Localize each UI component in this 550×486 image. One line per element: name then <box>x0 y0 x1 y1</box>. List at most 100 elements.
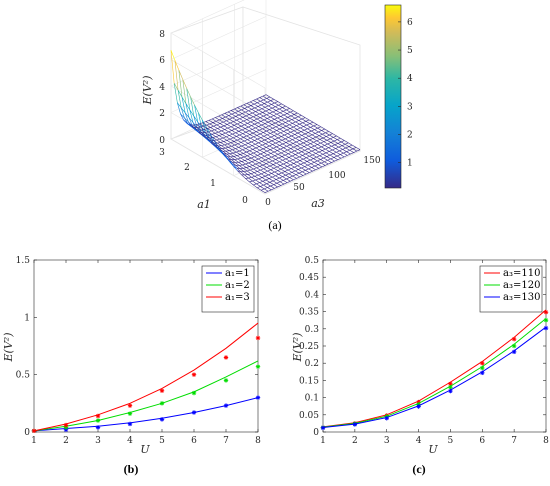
surface-mesh-line <box>257 153 261 156</box>
surface-mesh-line <box>290 130 295 133</box>
surface-mesh-line <box>259 164 264 167</box>
surface-mesh-line <box>278 125 284 128</box>
surface-mesh-line <box>272 160 277 164</box>
surface-mesh-line <box>259 129 264 133</box>
surface-mesh-line <box>321 162 326 166</box>
surface-mesh-line <box>302 170 306 173</box>
surface-mesh-line <box>222 137 228 141</box>
surface-mesh-line <box>199 123 204 127</box>
surface-mesh-line <box>255 147 261 151</box>
surface-mesh-line <box>219 118 223 121</box>
surface-mesh-line <box>247 139 252 143</box>
surface-mesh-line <box>307 164 312 168</box>
surface-mesh-line <box>247 157 252 160</box>
surface-mesh-line <box>259 113 264 117</box>
surface-mesh-line <box>284 153 289 156</box>
surface-mesh-line <box>244 106 248 109</box>
surface-mesh-line <box>272 111 277 115</box>
surface-mesh-line <box>326 134 330 137</box>
surface-mesh-line <box>322 132 326 135</box>
surface-mesh-line <box>317 159 321 162</box>
surface-mesh-line <box>222 118 227 121</box>
surface-mesh-line <box>309 121 314 124</box>
surface-mesh-line <box>277 148 281 151</box>
surface-mesh-line <box>287 164 291 167</box>
surface-mesh-line <box>247 123 252 126</box>
surface-mesh-line <box>258 141 262 144</box>
surface-mesh-line <box>232 151 237 154</box>
surface-mesh-line <box>193 127 199 131</box>
surface-mesh-line <box>318 130 322 133</box>
surface-mesh-line <box>272 144 277 148</box>
surface-mesh-line <box>253 168 258 172</box>
surface-mesh-line <box>229 149 233 151</box>
surface-mesh-line <box>300 164 305 167</box>
surface-mesh-line <box>297 129 302 132</box>
surface-mesh-line <box>292 137 296 140</box>
surface-mesh-line <box>205 121 210 125</box>
surface-mesh-line <box>284 149 288 152</box>
surface-mesh-line <box>218 114 222 117</box>
surface-mesh-line <box>312 169 316 172</box>
surface-mesh-line <box>224 127 228 130</box>
surface-mesh-line <box>215 120 221 124</box>
surface-mesh-line <box>281 151 285 154</box>
surface-mesh-line <box>298 169 303 173</box>
surface-mesh-line <box>306 157 311 161</box>
surface-mesh-line <box>240 156 245 159</box>
surface-mesh-line <box>292 159 297 163</box>
surface-mesh-line <box>342 147 346 150</box>
surface-mesh-line <box>250 121 255 125</box>
surface-mesh-line <box>235 114 240 117</box>
surface-mesh-line <box>248 125 252 128</box>
surface-mesh-line <box>266 182 270 184</box>
surface-mesh-line <box>306 124 311 128</box>
surface-mesh-line <box>245 114 250 117</box>
surface-mesh-line <box>287 148 291 151</box>
surface-mesh-line <box>294 114 299 117</box>
surface-mesh-line <box>226 140 231 143</box>
surface-mesh-line <box>182 79 187 89</box>
surface-mesh-line <box>222 136 227 139</box>
surface-mesh-line <box>274 171 279 175</box>
surface-mesh-line <box>272 175 276 178</box>
surface-mesh-line <box>285 157 290 160</box>
surface-mesh-line <box>263 150 268 153</box>
surface-mesh-line <box>237 139 242 143</box>
surface-mesh-line <box>272 180 278 184</box>
surface-mesh-line <box>257 155 262 158</box>
series-0-marker <box>511 336 517 342</box>
surface-mesh-line <box>224 113 229 116</box>
surface-mesh-line <box>267 100 271 103</box>
surface-mesh-line <box>260 169 265 173</box>
surface-mesh-line <box>241 108 245 111</box>
surface-mesh-line <box>301 149 305 152</box>
surface-mesh-line <box>234 144 239 148</box>
y-tick-0: 0 <box>24 428 30 438</box>
surface-mesh-line <box>300 127 305 131</box>
surface-mesh-line <box>266 183 271 187</box>
surface-mesh-line <box>236 167 241 172</box>
surface-mesh-line <box>280 168 286 172</box>
surface-mesh-line <box>231 113 236 117</box>
surface-mesh-line <box>241 109 246 113</box>
surface-mesh-line <box>283 129 288 132</box>
surface-mesh-line <box>344 142 349 145</box>
surface-mesh-line <box>228 113 233 116</box>
surface-mesh-line <box>270 100 275 104</box>
surface-mesh-line <box>217 145 223 149</box>
surface-mesh-line <box>248 130 254 134</box>
surface-mesh-line <box>285 140 290 143</box>
panel-c-y-axis-label: E(V²) <box>291 333 304 363</box>
surface-mesh-line <box>258 162 264 166</box>
surface-mesh-line <box>276 162 281 166</box>
surface-mesh-line <box>304 164 308 167</box>
surface-mesh-line <box>286 124 290 127</box>
surface-mesh-line <box>271 188 275 191</box>
surface-mesh-line <box>271 155 275 158</box>
surface-mesh-line <box>266 114 271 118</box>
surface-mesh-line <box>210 125 214 128</box>
surface-mesh-line <box>214 128 218 131</box>
surface-mesh-line <box>345 147 350 151</box>
surface-mesh-line <box>251 176 256 178</box>
